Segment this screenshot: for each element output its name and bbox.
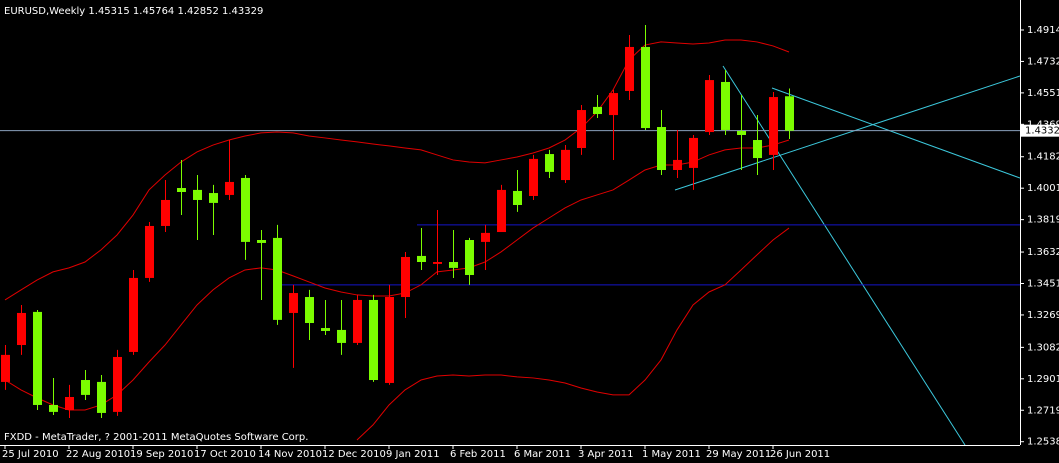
candle-body: [481, 232, 490, 242]
y-tick-label: 1.47325: [1027, 56, 1059, 67]
x-tick-label: 14 Nov 2010: [258, 449, 322, 460]
candle-body: [657, 127, 666, 170]
candle-body: [513, 190, 522, 205]
candle-body: [705, 80, 714, 133]
x-tick-label: 29 May 2011: [706, 449, 771, 460]
x-tick-label: 9 Jan 2011: [386, 449, 440, 460]
candle-body: [257, 240, 266, 243]
y-tick-label: 1.25380: [1027, 437, 1059, 448]
candle-body: [49, 404, 58, 412]
copyright: FXDD - MetaTrader, ? 2001-2011 MetaQuote…: [4, 432, 308, 443]
candle-body: [289, 293, 298, 313]
candle-body: [193, 189, 202, 200]
candle-body: [673, 159, 682, 170]
candle-body: [129, 277, 138, 352]
candle-body: [625, 46, 634, 91]
candle-body: [689, 137, 698, 168]
x-tick-label: 1 May 2011: [642, 449, 701, 460]
plot-area: [0, 24, 1020, 445]
candle-body: [33, 311, 42, 405]
candle-body: [769, 97, 778, 155]
candle-body: [401, 256, 410, 298]
x-tick-label: 22 Aug 2010: [66, 449, 130, 460]
candle-body: [321, 328, 330, 331]
x-tick-label: 12 Dec 2010: [322, 449, 386, 460]
candle-body: [369, 299, 378, 381]
trendline: [674, 75, 1020, 191]
y-tick-label: 1.45510: [1027, 88, 1059, 99]
candle-body: [177, 188, 186, 193]
candle-body: [81, 380, 90, 395]
x-tick-label: 25 Jul 2010: [2, 449, 59, 460]
candle-body: [225, 181, 234, 195]
candle-body: [641, 46, 650, 129]
candle-body: [161, 199, 170, 226]
trendline: [722, 65, 966, 445]
y-tick-label: 1.40010: [1027, 183, 1059, 194]
candle-body: [241, 177, 250, 242]
chart-title: EURUSD,Weekly 1.45315 1.45764 1.42852 1.…: [4, 6, 263, 17]
x-tick-label: 6 Feb 2011: [450, 449, 506, 460]
candle-body: [753, 140, 762, 159]
candle-body: [529, 158, 538, 196]
band-lower: [356, 227, 790, 441]
y-tick-label: 1.34510: [1027, 278, 1059, 289]
candle-body: [385, 297, 394, 383]
candle-body: [545, 154, 554, 172]
x-tick-label: 26 Jun 2011: [770, 449, 830, 460]
candle-body: [577, 110, 586, 148]
last-price-box: [1021, 124, 1059, 137]
candle-body: [145, 225, 154, 278]
last-price-label: 1.43329: [1025, 126, 1059, 137]
candle-body: [417, 255, 426, 263]
candle-body: [593, 106, 602, 115]
candle-body: [737, 131, 746, 135]
y-tick-label: 1.36325: [1027, 247, 1059, 258]
candle-body: [497, 189, 506, 233]
y-tick-label: 1.29010: [1027, 374, 1059, 385]
candle-body: [465, 240, 474, 276]
x-tick-label: 19 Sep 2010: [130, 449, 193, 460]
candle-body: [97, 381, 106, 413]
y-tick-label: 1.49140: [1027, 25, 1059, 36]
candle-body: [433, 262, 442, 264]
candle-body: [17, 312, 26, 346]
y-tick-label: 1.30825: [1027, 342, 1059, 353]
candle-body: [337, 329, 346, 343]
candle-body: [353, 299, 362, 343]
band-upper: [4, 39, 790, 301]
candle-body: [721, 81, 730, 130]
candle-body: [305, 297, 314, 324]
x-tick-label: 3 Apr 2011: [578, 449, 633, 460]
candle-body: [1, 354, 10, 382]
y-tick-label: 1.32695: [1027, 310, 1059, 321]
candle-body: [449, 262, 458, 268]
candle-body: [561, 149, 570, 181]
y-tick-label: 1.38195: [1027, 215, 1059, 226]
candle-body: [785, 96, 794, 131]
y-tick-label: 1.41825: [1027, 152, 1059, 163]
candle-body: [609, 93, 618, 116]
y-tick-label: 1.27195: [1027, 405, 1059, 416]
x-tick-label: 6 Mar 2011: [514, 449, 571, 460]
candle-body: [65, 396, 74, 410]
candle-body: [273, 237, 282, 320]
candle-body: [113, 356, 122, 412]
x-tick-label: 17 Oct 2010: [194, 449, 256, 460]
trendline: [771, 87, 1020, 179]
candle-body: [209, 193, 218, 203]
